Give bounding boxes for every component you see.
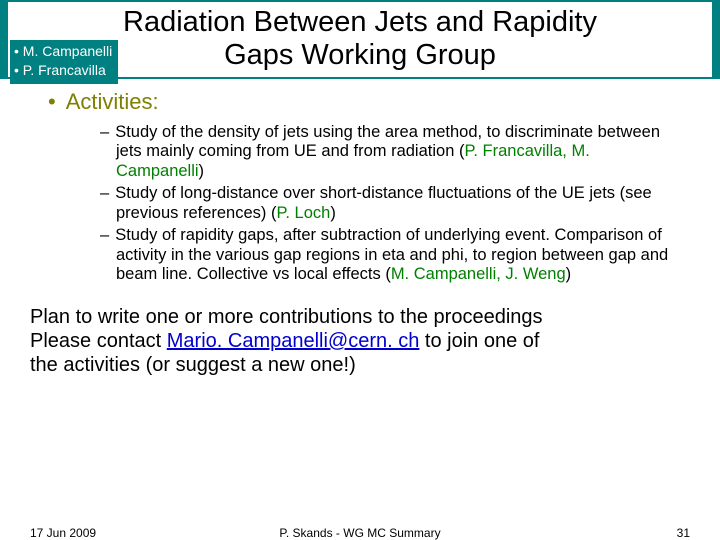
footer-date: 17 Jun 2009 [30, 526, 96, 540]
authors-box: • M. Campanelli • P. Francavilla [10, 40, 118, 84]
plan-line-2b: to join one of [419, 330, 539, 352]
author-1: • M. Campanelli [14, 42, 112, 61]
activities-list: –Study of the density of jets using the … [100, 123, 670, 285]
dash-icon: – [100, 226, 109, 244]
item-text-pre: Study of long-distance over short-distan… [115, 184, 652, 221]
plan-line-1: Plan to write one or more contributions … [30, 306, 543, 328]
item-text-post: ) [330, 204, 336, 222]
bullet-icon: • [48, 89, 56, 114]
author-2: • P. Francavilla [14, 61, 112, 80]
plan-line-2a: Please contact [30, 330, 167, 352]
plan-text: Plan to write one or more contributions … [30, 306, 690, 377]
item-text-post: ) [566, 265, 572, 283]
title-line-2: Gaps Working Group [224, 39, 496, 71]
activities-heading: • Activities: [48, 89, 690, 115]
list-item: –Study of the density of jets using the … [100, 123, 670, 181]
content-area: • Activities: –Study of the density of je… [0, 79, 720, 285]
footer-page: 31 [677, 526, 690, 540]
item-text-post: ) [199, 162, 205, 180]
dash-icon: – [100, 184, 109, 202]
plan-line-3: the activities (or suggest a new one!) [30, 354, 356, 376]
dash-icon: – [100, 123, 109, 141]
list-item: –Study of rapidity gaps, after subtracti… [100, 226, 670, 284]
title-line-1: Radiation Between Jets and Rapidity [123, 6, 597, 38]
activities-label: Activities: [66, 89, 159, 114]
footer-center: P. Skands - WG MC Summary [279, 526, 440, 540]
contact-email-link[interactable]: Mario. Campanelli@cern. ch [167, 330, 420, 352]
item-text-green: M. Campanelli, J. Weng [391, 265, 566, 283]
list-item: –Study of long-distance over short-dista… [100, 184, 670, 223]
item-text-green: P. Loch [276, 204, 330, 222]
